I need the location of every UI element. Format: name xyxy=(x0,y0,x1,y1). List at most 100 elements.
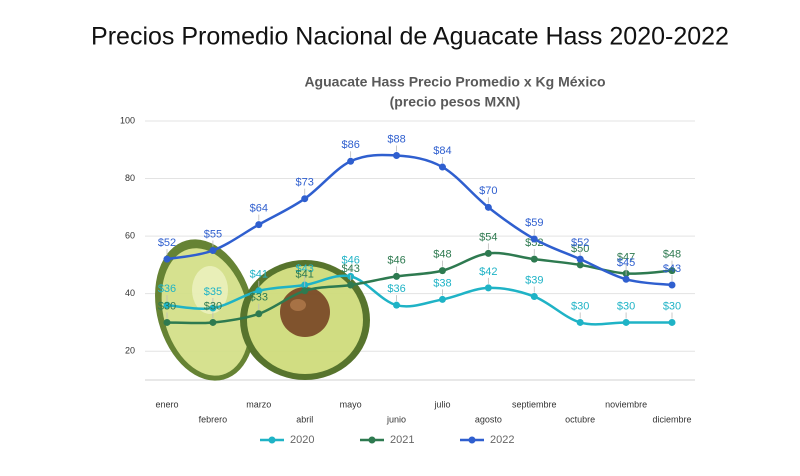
data-point xyxy=(301,287,309,295)
x-tick-label: octubre xyxy=(565,414,595,424)
data-point xyxy=(530,235,538,243)
value-label: $30 xyxy=(617,300,635,312)
series-line xyxy=(166,274,672,326)
data-point xyxy=(163,318,171,326)
data-point xyxy=(209,318,217,326)
value-label: $48 xyxy=(663,249,681,261)
x-tick-label: febrero xyxy=(199,414,228,424)
data-point xyxy=(530,255,538,263)
value-label: $52 xyxy=(158,237,176,249)
value-label: $45 xyxy=(617,257,635,269)
data-point xyxy=(622,318,630,326)
x-tick-label: junio xyxy=(386,414,406,424)
value-label: $86 xyxy=(341,139,359,151)
data-point xyxy=(576,255,584,263)
y-tick-label: 60 xyxy=(125,230,135,240)
value-label: $41 xyxy=(250,269,268,281)
data-point xyxy=(347,281,355,289)
x-tick-label: marzo xyxy=(246,399,271,409)
x-tick-label: julio xyxy=(433,399,450,409)
x-tick-label: diciembre xyxy=(652,414,691,424)
legend-swatch-dot xyxy=(468,436,476,444)
value-label: $46 xyxy=(341,254,359,266)
series-line xyxy=(166,153,673,287)
value-label: $46 xyxy=(387,254,405,266)
x-tick-label: noviembre xyxy=(605,399,647,409)
avocado-illustration xyxy=(155,239,370,381)
value-label: $38 xyxy=(433,277,451,289)
value-label: $84 xyxy=(433,145,451,157)
data-point xyxy=(668,267,676,275)
value-label: $42 xyxy=(479,266,497,278)
value-label: $30 xyxy=(204,300,222,312)
y-tick-label: 100 xyxy=(120,115,135,125)
x-tick-label: agosto xyxy=(475,414,502,424)
y-tick-label: 40 xyxy=(125,288,135,298)
data-point xyxy=(209,304,217,312)
value-label: $88 xyxy=(387,133,405,145)
data-point xyxy=(209,247,217,254)
data-point xyxy=(255,287,263,295)
data-point xyxy=(438,267,446,275)
legend-label: 2020 xyxy=(290,434,314,446)
value-label: $48 xyxy=(433,249,451,261)
value-label: $47 xyxy=(617,251,635,263)
legend-swatch-dot xyxy=(368,436,376,444)
data-point xyxy=(668,318,676,326)
x-tick-label: abril xyxy=(296,414,313,424)
data-point xyxy=(393,272,401,280)
chart-subtitle: Aguacate Hass Precio Promedio x Kg Méxic… xyxy=(304,74,605,90)
data-point xyxy=(393,301,401,309)
data-point xyxy=(163,301,171,309)
data-point xyxy=(255,310,263,318)
data-point xyxy=(301,195,309,203)
value-label: $43 xyxy=(296,263,314,275)
value-label: $36 xyxy=(158,283,176,295)
legend-swatch-dot xyxy=(268,436,276,444)
data-point xyxy=(530,293,538,301)
legend-label: 2021 xyxy=(390,434,414,446)
data-point xyxy=(484,249,492,257)
value-label: $33 xyxy=(250,292,268,304)
value-label: $64 xyxy=(250,203,268,215)
value-label: $39 xyxy=(525,274,543,286)
data-point xyxy=(576,318,584,326)
legend-label: 2022 xyxy=(490,434,514,446)
data-point xyxy=(255,221,263,229)
value-label: $43 xyxy=(341,263,359,275)
series-line xyxy=(166,251,673,325)
value-label: $30 xyxy=(571,300,589,312)
data-point xyxy=(622,275,630,283)
grid: 20 40 60 80 100 enero febrero marzo abril mayo jun… xyxy=(120,115,695,424)
data-point xyxy=(347,157,355,165)
value-label: $50 xyxy=(571,243,589,255)
data-point xyxy=(484,203,492,211)
x-tick-label: septiembre xyxy=(512,399,557,409)
value-label: $41 xyxy=(296,269,314,281)
x-tick-label: enero xyxy=(155,399,178,409)
plot: $36 $35$41 $43$46$36 $38$42$39$30 $30 $30$30 $… xyxy=(158,133,681,326)
y-axis-label: (precio pesos MXN) xyxy=(390,94,521,110)
chart-title: Precios Promedio Nacional de Aguacate Ha… xyxy=(91,23,729,51)
value-label: $52 xyxy=(571,237,589,249)
value-label: $70 xyxy=(479,185,497,197)
data-point xyxy=(668,281,676,289)
y-tick-label: 20 xyxy=(125,346,135,356)
data-point xyxy=(484,284,492,292)
legend: 2020 2021 2022 xyxy=(260,434,514,446)
data-point xyxy=(163,255,171,263)
value-label: $73 xyxy=(296,177,314,189)
value-label: $43 xyxy=(663,263,681,275)
value-label: $36 xyxy=(387,283,405,295)
x-tick-label: mayo xyxy=(340,399,362,409)
value-label: $59 xyxy=(525,217,543,229)
value-label: $30 xyxy=(158,300,176,312)
data-point xyxy=(438,295,446,303)
value-label: $35 xyxy=(204,286,222,298)
value-label: $55 xyxy=(204,228,222,240)
data-point xyxy=(576,261,584,269)
data-point xyxy=(438,163,446,171)
y-tick-label: 80 xyxy=(125,173,135,183)
data-point xyxy=(393,152,401,160)
